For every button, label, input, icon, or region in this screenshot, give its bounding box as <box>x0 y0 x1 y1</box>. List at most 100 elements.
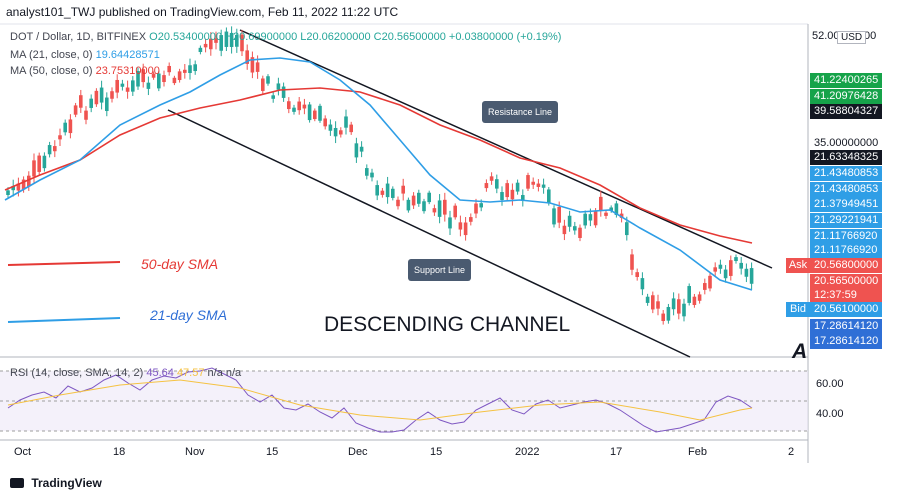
ma21-legend: MA (21, close, 0) 19.64428571 <box>10 49 160 61</box>
last-price: 20.56500000 <box>810 274 882 289</box>
candle-body <box>562 225 567 235</box>
sma50-annotation: 50-day SMA <box>141 256 219 272</box>
candle-body <box>198 47 203 52</box>
candle-body <box>245 50 249 64</box>
candle-body <box>151 73 156 78</box>
candle-body <box>406 199 411 211</box>
x-tick: 2022 <box>515 446 540 458</box>
price-label: 41.20976428 <box>810 89 882 104</box>
candle-body <box>625 222 629 236</box>
candle-body <box>510 189 515 200</box>
ma21-value: 19.64428571 <box>95 49 160 61</box>
candle-body <box>385 183 390 198</box>
candle-body <box>240 34 244 52</box>
candle-body <box>229 32 234 47</box>
candle-body <box>396 199 400 207</box>
candle-body <box>703 283 707 290</box>
candle-body <box>27 175 31 187</box>
candle-body <box>214 38 218 43</box>
candle-body <box>708 275 712 289</box>
watermark-fragment: A <box>792 340 808 363</box>
candle-body <box>203 43 208 48</box>
ma21-line <box>4 57 753 291</box>
candle-body <box>729 260 733 276</box>
candle-body <box>583 213 587 226</box>
candle-body <box>84 110 88 120</box>
candle-body <box>697 294 702 301</box>
candle-body <box>443 199 447 215</box>
candle-body <box>146 82 151 89</box>
ohlc-values: O20.53400000 H20.69900000 L20.06200000 C… <box>149 31 562 43</box>
candle-body <box>656 301 660 309</box>
x-tick: Feb <box>688 446 707 458</box>
candle-body <box>495 179 499 189</box>
candle-body <box>292 107 296 112</box>
candle-body <box>588 214 593 221</box>
candle-body <box>42 155 47 169</box>
candle-body <box>250 57 255 73</box>
candle-body <box>375 185 379 196</box>
rsi-na: n/a n/a <box>207 367 242 379</box>
support-callout: Support Line <box>408 259 472 281</box>
tradingview-brand[interactable]: TradingView <box>10 476 102 490</box>
rsi-line <box>7 367 753 433</box>
sma21-annotation: 21-day SMA <box>150 307 228 323</box>
candle-body <box>261 78 265 91</box>
candle-body <box>63 122 67 133</box>
candle-body <box>136 70 140 87</box>
candle-body <box>541 184 546 188</box>
low-label-1: 17.28614120 <box>810 319 882 334</box>
x-tick: Oct <box>14 446 32 458</box>
candle-body <box>157 73 161 89</box>
price-label: 21.11766920 <box>810 243 882 258</box>
candle-body <box>578 227 582 238</box>
publish-info: analyst101_TWJ published on TradingView.… <box>6 5 399 19</box>
currency-button[interactable]: USD <box>837 31 867 44</box>
rsi-value: 45.64 <box>146 367 174 379</box>
candle-body <box>515 182 520 192</box>
ma50-line <box>4 87 753 244</box>
sma21-legend-line <box>7 317 121 323</box>
candle-body <box>328 124 333 131</box>
candle-body <box>344 116 348 128</box>
ask-value: 20.56800000 <box>810 258 882 273</box>
candle-body <box>427 192 431 203</box>
candle-body <box>32 160 36 177</box>
price-label: 21.11766920 <box>810 229 882 244</box>
candle-body <box>666 306 671 321</box>
candle-body <box>463 222 468 236</box>
candle-body <box>193 64 197 72</box>
candle-body <box>131 80 135 92</box>
candle-body <box>167 65 171 73</box>
candle-body <box>120 83 125 87</box>
price-label: 21.43480853 <box>810 166 882 181</box>
candle-body <box>313 110 317 120</box>
candle-body <box>219 35 223 51</box>
candle-body <box>640 278 645 290</box>
candle-body <box>687 286 691 303</box>
candle-body <box>500 192 504 201</box>
candle-body <box>79 95 83 108</box>
candle-body <box>391 188 395 198</box>
candle-body <box>651 295 655 310</box>
resistance-callout: Resistance Line <box>482 101 559 123</box>
candle-body <box>526 175 530 189</box>
candle-body <box>37 155 41 172</box>
candle-body <box>401 185 405 194</box>
candle-body <box>422 201 426 212</box>
candle-body <box>552 208 556 225</box>
price-label: 21.29221941 <box>810 213 882 228</box>
candle-body <box>94 90 99 105</box>
candle-body <box>609 207 613 211</box>
candle-body <box>359 146 364 152</box>
candle-body <box>521 195 525 201</box>
candle-body <box>547 189 551 204</box>
symbol-legend: DOT / Dollar, 1D, BITFINEX O20.53400000 … <box>10 31 561 43</box>
candle-countdown: 12:37:59 <box>810 288 882 303</box>
rsi-tick-40: 40.00 <box>816 408 844 420</box>
candle-body <box>302 104 307 109</box>
candle-body <box>557 206 561 223</box>
candle-body <box>677 299 681 314</box>
bid-tag: Bid <box>786 302 810 317</box>
